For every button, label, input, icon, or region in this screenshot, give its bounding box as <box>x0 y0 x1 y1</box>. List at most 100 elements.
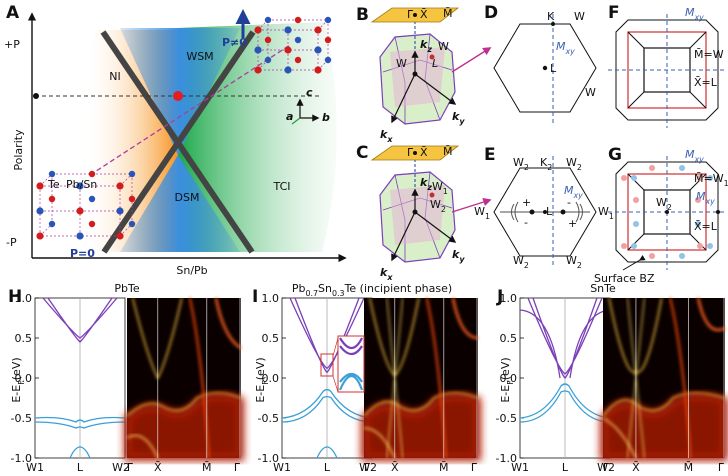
label: G <box>608 145 622 165</box>
label-part: 1 <box>724 179 728 188</box>
dot <box>33 93 39 99</box>
outer-bz <box>615 19 719 121</box>
atom <box>36 182 44 190</box>
line <box>39 223 53 237</box>
y-tick-label: -1.0 <box>258 452 279 465</box>
y-tick-label: 0.5 <box>262 332 280 345</box>
dot <box>412 209 418 215</box>
surface-state <box>679 165 685 171</box>
y-axis-label: E-EF(eV) <box>254 357 270 402</box>
label: kx <box>380 266 393 282</box>
spectral-line <box>602 417 637 459</box>
line <box>39 173 53 187</box>
atom <box>88 220 96 228</box>
label: X̄ <box>420 8 428 21</box>
label: TCI <box>273 180 291 193</box>
label: X̄=L <box>694 220 718 233</box>
spectral-line <box>696 297 726 332</box>
panel-title-part: PbTe <box>114 282 139 295</box>
dot <box>413 151 417 155</box>
label-part: W <box>430 198 441 211</box>
label: Mxy <box>685 6 704 22</box>
label: C <box>356 143 368 163</box>
label: + <box>522 196 531 209</box>
label-part: 1 <box>485 212 490 221</box>
label-part: x <box>386 135 393 144</box>
y-tick-label: 0.0 <box>500 372 518 385</box>
label-part: W <box>513 156 524 169</box>
y-tick-label: 0.5 <box>500 332 518 345</box>
label: I <box>252 287 258 307</box>
y-axis-label-part: E-E <box>254 385 267 403</box>
label: NI <box>109 70 120 83</box>
panel-title-part: SnTe <box>590 282 616 295</box>
y-tick-label: -0.5 <box>11 412 32 425</box>
y-tick-label: -0.5 <box>258 412 279 425</box>
label-part: xy <box>573 191 584 200</box>
surface-state <box>649 253 655 259</box>
conduction-band <box>289 297 365 370</box>
atom <box>324 36 332 44</box>
valence-band <box>34 416 126 423</box>
surface-state <box>621 175 627 181</box>
label-part: W <box>474 205 485 218</box>
label-part: xy <box>705 197 716 206</box>
label: M̄=W1 <box>694 172 728 188</box>
label: - <box>524 216 528 229</box>
label-part: xy <box>694 155 705 164</box>
label-part: 2 <box>547 163 552 172</box>
line <box>291 117 301 125</box>
spectral-line <box>124 392 244 461</box>
atom <box>76 207 84 215</box>
label: Sn/Pb <box>176 264 207 277</box>
label: a <box>286 110 293 123</box>
spectral-line <box>214 297 242 350</box>
surface-state <box>707 175 713 181</box>
label-part: W <box>513 254 524 267</box>
label-part: x <box>386 273 393 282</box>
surface-state <box>649 165 655 171</box>
label: Mxy <box>696 190 715 206</box>
label-part: 2 <box>524 163 529 172</box>
label-part: W <box>598 205 609 218</box>
conduction-band <box>42 297 118 339</box>
label: W <box>396 57 407 70</box>
atom <box>294 56 302 64</box>
valence-band <box>519 383 611 419</box>
label: +P <box>4 38 20 51</box>
label-part: 2 <box>577 261 582 270</box>
label: W <box>585 86 596 99</box>
label: D <box>484 3 498 23</box>
y-tick-label: 1.0 <box>262 292 280 305</box>
y-tick-label: 1.0 <box>500 292 518 305</box>
x-tick-label: W2 <box>359 461 377 474</box>
spectral-line <box>451 297 479 340</box>
dot <box>543 210 547 214</box>
label: Surface BZ <box>594 272 655 285</box>
atom <box>314 66 322 74</box>
label: H <box>8 287 22 307</box>
label: kz <box>420 38 432 54</box>
zoom-box <box>320 353 334 377</box>
y-tick-label: -0.5 <box>496 412 517 425</box>
label-part: k <box>380 128 388 141</box>
atom <box>36 207 44 215</box>
label-part: M <box>696 190 706 203</box>
atom <box>294 16 302 24</box>
label-part: W <box>566 254 577 267</box>
label: - <box>567 196 571 209</box>
x-tick-label: M̄ <box>684 461 694 474</box>
label: M̄=W <box>694 48 724 61</box>
x-tick-label: L <box>77 461 84 474</box>
line <box>119 173 133 187</box>
x-tick-label: L <box>562 461 569 474</box>
label: L <box>550 62 557 75</box>
label: Pb/Sn <box>66 178 97 191</box>
diagonals <box>627 31 707 109</box>
atom <box>324 56 332 64</box>
label: Mxy <box>685 148 704 164</box>
label: ky <box>452 248 465 264</box>
surface-state <box>631 175 637 181</box>
line <box>101 30 256 254</box>
dot <box>716 210 720 214</box>
